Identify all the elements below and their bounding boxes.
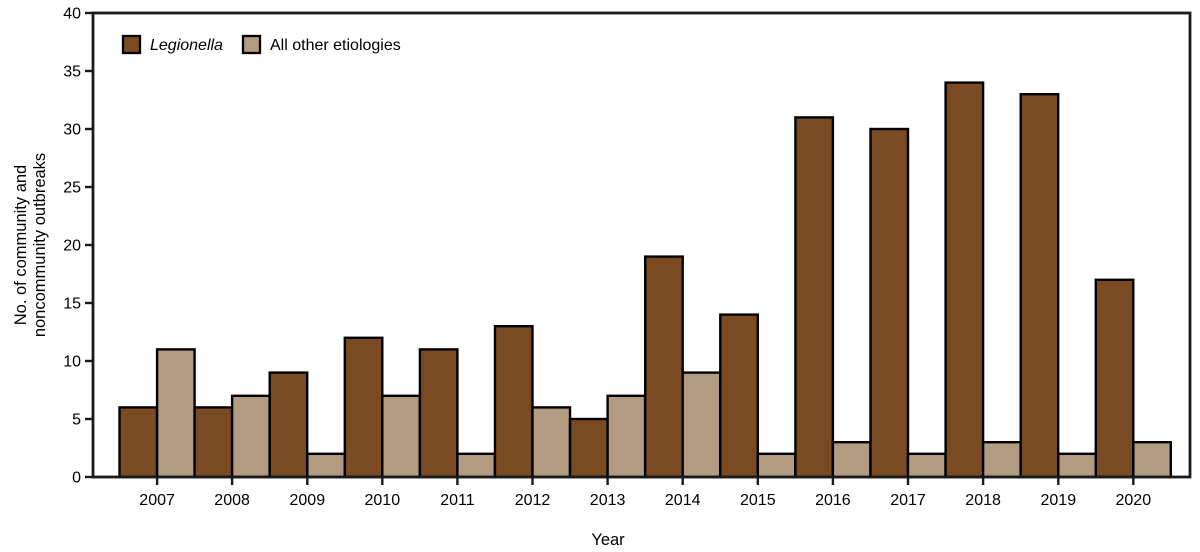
bar-all-other-etiologies-2010 — [381, 394, 421, 479]
bar-legionella-2012 — [493, 325, 534, 479]
bar-legionella-2017 — [869, 127, 910, 479]
legend-swatch-all-other-etiologies — [241, 34, 262, 55]
year-label-2010: 2010 — [365, 492, 401, 509]
y-tick-label-35: 35 — [63, 64, 81, 81]
axes-layer — [85, 11, 1192, 485]
legend: Legionella All other etiologies — [121, 34, 401, 55]
bar-all-other-etiologies-2020 — [1132, 441, 1173, 479]
y-tick-label-40: 40 — [63, 6, 81, 23]
tick-labels-layer: 0 5 10 15 20 25 30 35 40 2007 2008 2009 2010 2011 2012… — [63, 6, 1151, 510]
year-label-2012: 2012 — [515, 492, 551, 509]
y-tick-label-30: 30 — [63, 122, 81, 139]
y-tick-label-15: 15 — [63, 296, 81, 313]
year-label-2017: 2017 — [890, 492, 926, 509]
y-tick-label-10: 10 — [63, 354, 81, 371]
bar-legionella-2013 — [568, 417, 609, 479]
bars-layer — [118, 81, 1173, 479]
bar-all-other-etiologies-2007 — [155, 348, 196, 479]
legend-label-legionella: Legionella — [150, 37, 223, 54]
bar-legionella-2009 — [268, 371, 309, 479]
y-tick-label-25: 25 — [63, 180, 81, 197]
bar-all-other-etiologies-2019 — [1057, 452, 1098, 479]
bar-legionella-2019 — [1019, 92, 1060, 479]
bar-legionella-2018 — [944, 81, 985, 479]
year-label-2011: 2011 — [440, 492, 475, 509]
bar-all-other-etiologies-2013 — [606, 394, 647, 479]
bar-all-other-etiologies-2009 — [306, 452, 346, 479]
year-label-2007: 2007 — [139, 492, 175, 509]
bar-legionella-2015 — [719, 313, 759, 479]
year-label-2013: 2013 — [590, 492, 626, 509]
year-label-2014: 2014 — [665, 492, 701, 509]
year-label-2020: 2020 — [1116, 492, 1152, 509]
y-tick-label-0: 0 — [72, 470, 81, 487]
legend-label-all-other-etiologies: All other etiologies — [270, 37, 401, 54]
year-label-2016: 2016 — [815, 492, 851, 509]
legend-swatch-legionella — [121, 34, 142, 55]
bar-all-other-etiologies-2012 — [531, 406, 572, 479]
y-tick-label-20: 20 — [63, 238, 81, 255]
bar-legionella-2020 — [1094, 278, 1135, 479]
x-axis-title: Year — [591, 531, 625, 549]
bar-all-other-etiologies-2016 — [831, 441, 872, 479]
year-label-2018: 2018 — [965, 492, 1001, 509]
bar-all-other-etiologies-2015 — [756, 452, 797, 479]
year-label-2009: 2009 — [290, 492, 326, 509]
bar-all-other-etiologies-2008 — [230, 394, 271, 479]
year-label-2015: 2015 — [740, 492, 776, 509]
y-axis-title-line-1: No. of community and — [12, 165, 30, 326]
bar-legionella-2010 — [343, 336, 384, 479]
bar-legionella-2007 — [118, 406, 159, 479]
bar-legionella-2011 — [418, 348, 459, 479]
bar-all-other-etiologies-2011 — [456, 452, 497, 479]
bar-all-other-etiologies-2018 — [981, 441, 1022, 479]
bar-legionella-2014 — [644, 255, 684, 479]
y-tick-label-5: 5 — [72, 412, 81, 429]
y-axis-title-line-2: noncommunity outbreaks — [31, 153, 49, 337]
year-label-2008: 2008 — [214, 492, 250, 509]
bar-legionella-2016 — [794, 116, 835, 479]
bar-legionella-2008 — [193, 406, 234, 479]
year-label-2019: 2019 — [1041, 492, 1077, 509]
bar-all-other-etiologies-2017 — [906, 452, 947, 479]
bar-all-other-etiologies-2014 — [681, 371, 722, 479]
